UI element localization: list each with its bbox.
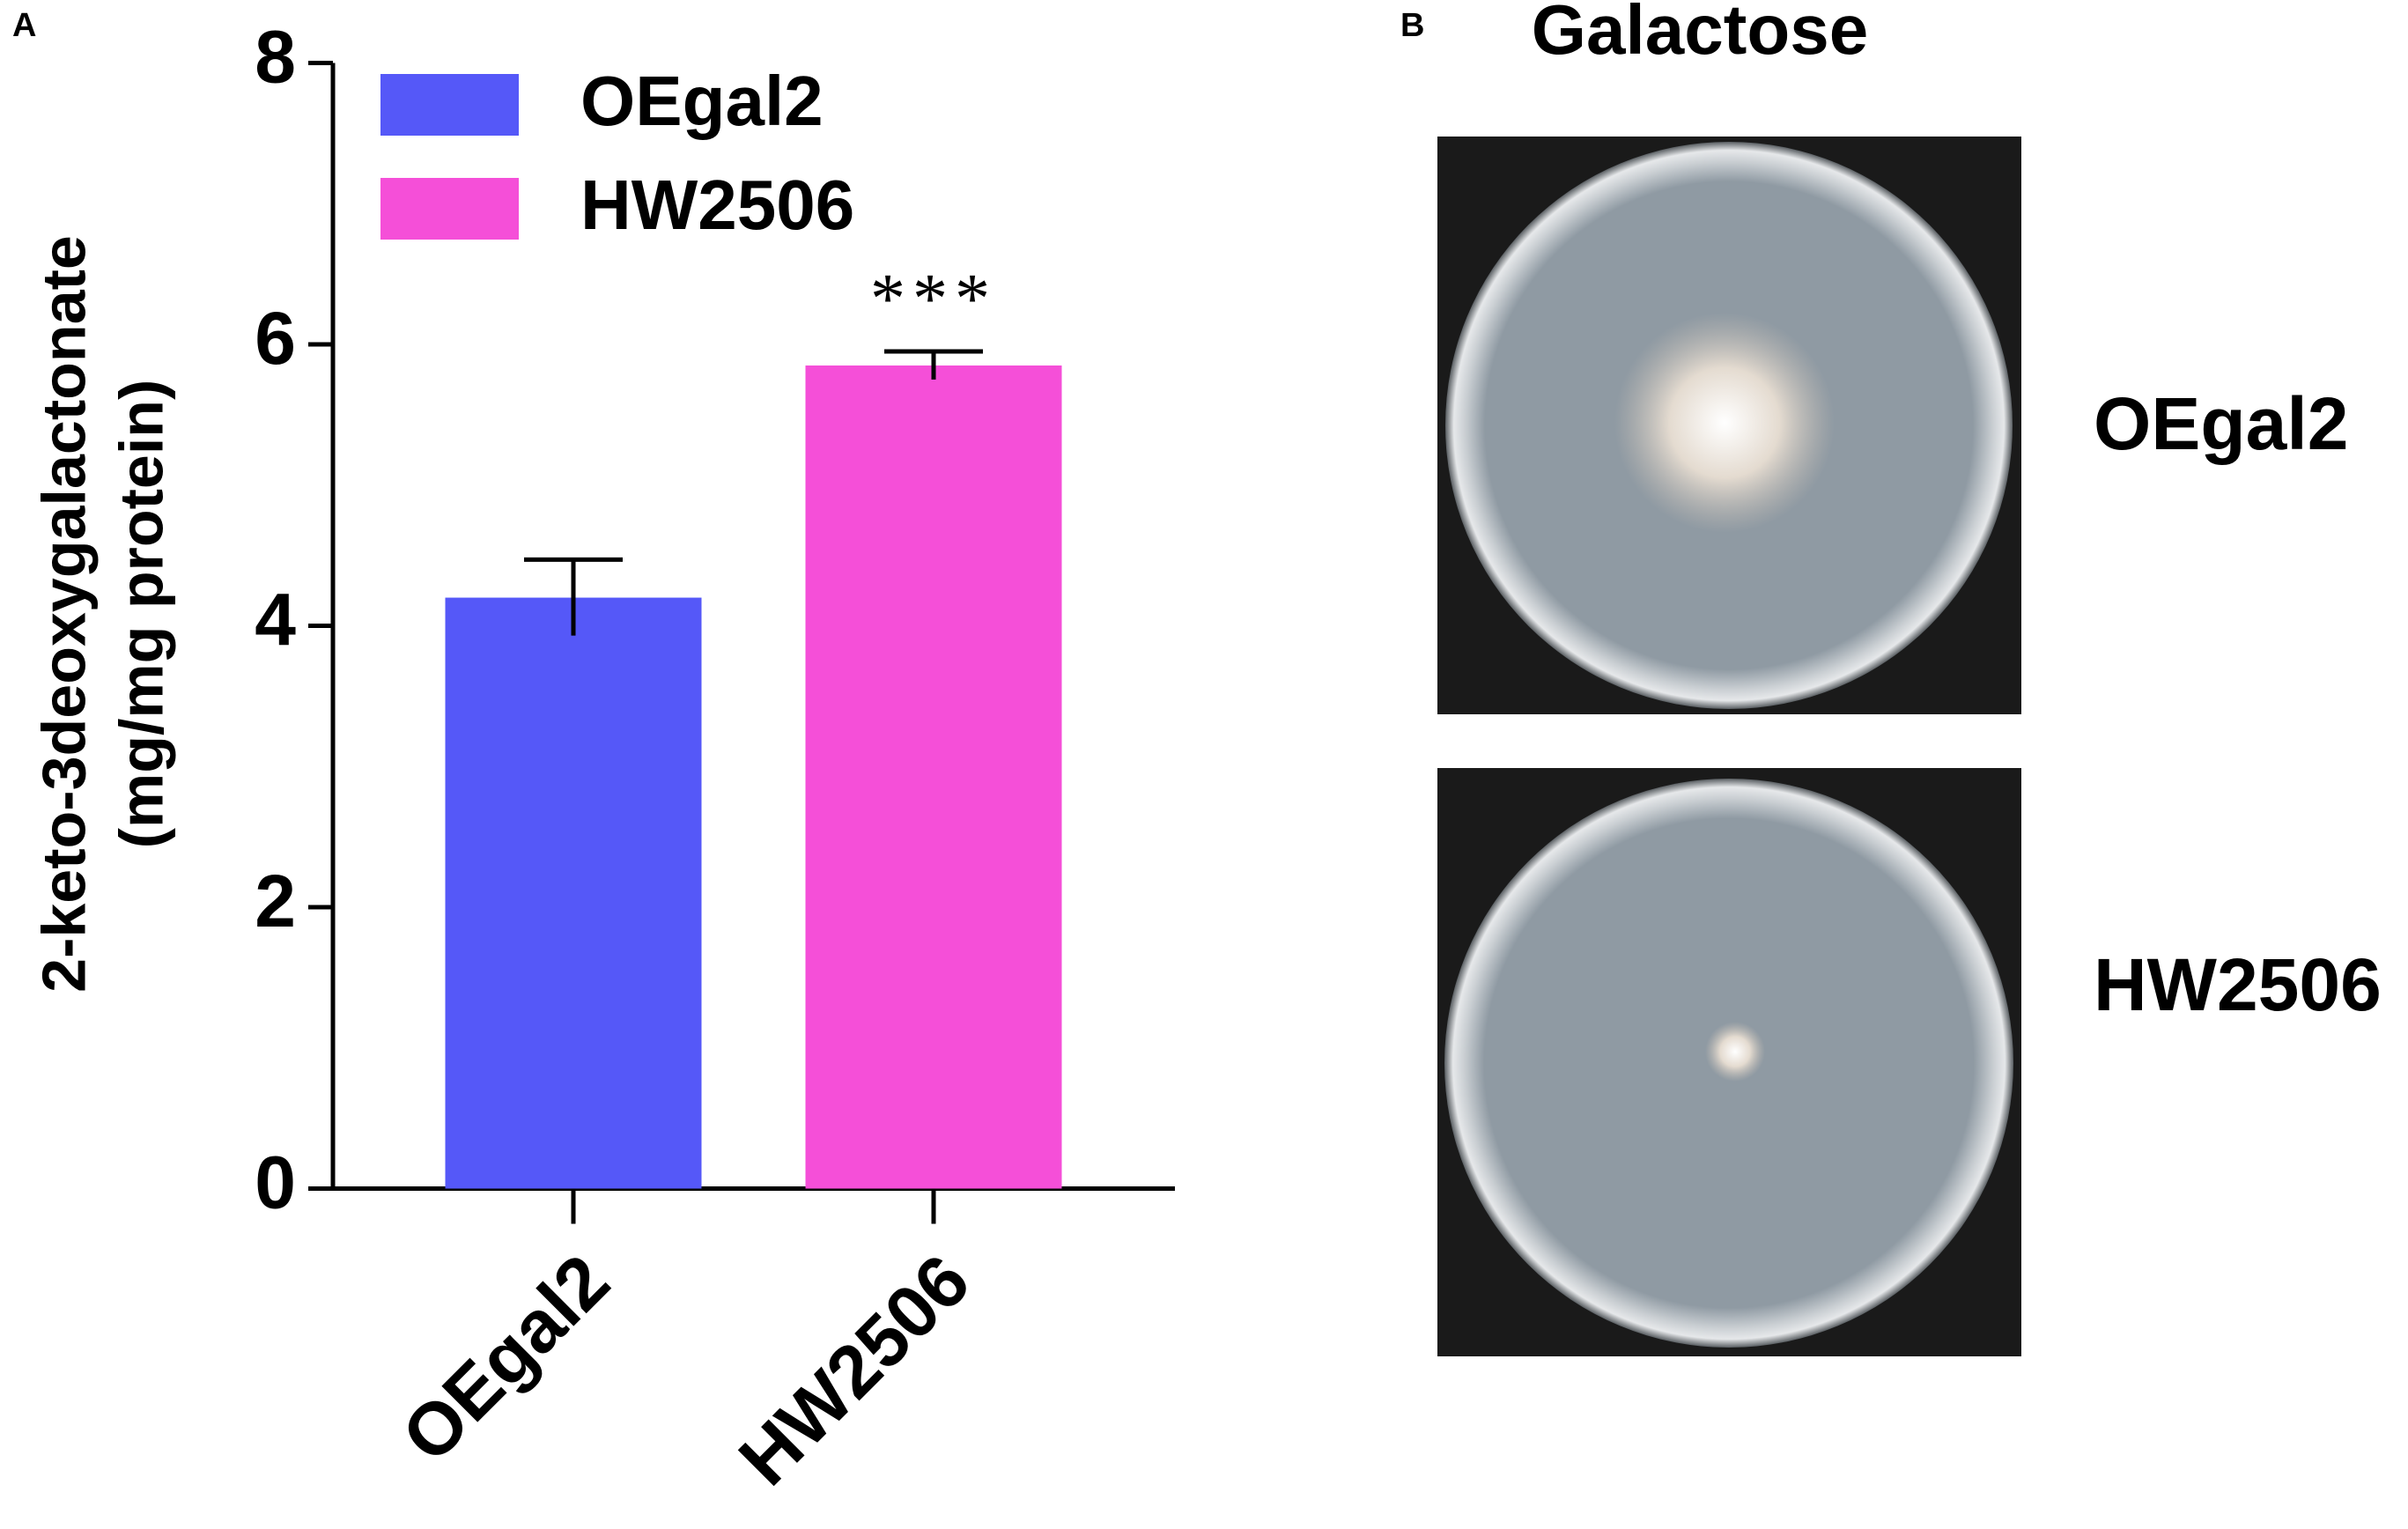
row-label: HW2506 [2094, 943, 2382, 1026]
y-axis-label: 2-keto-3deoxygalactonate [29, 235, 98, 993]
y-tick-label: 4 [255, 579, 296, 661]
legend-label: OEgal2 [580, 62, 824, 140]
y-tick-label: 8 [255, 16, 296, 99]
x-tick-label: HW2506 [723, 1238, 986, 1501]
y-tick-label: 6 [255, 297, 296, 380]
y-tick-label: 0 [255, 1141, 296, 1224]
colony [1614, 313, 1835, 533]
y-tick-label: 2 [255, 860, 296, 942]
significance-label: *** [870, 260, 997, 337]
y-axis-label: (mg/mg protein) [107, 380, 175, 849]
bar [445, 597, 702, 1189]
plate-photo [1437, 768, 2021, 1356]
legend-label: HW2506 [580, 166, 854, 244]
bar [805, 365, 1062, 1189]
panel-label: B [1400, 7, 1424, 44]
colony [1705, 1022, 1765, 1082]
panel-title: Galactose [1532, 0, 1868, 69]
row-label: OEgal2 [2094, 382, 2348, 465]
x-tick-label: OEgal2 [386, 1238, 624, 1477]
legend-swatch [380, 178, 519, 240]
legend-swatch [380, 74, 519, 136]
plate-photo [1437, 137, 2021, 714]
panel-label: A [12, 7, 36, 44]
